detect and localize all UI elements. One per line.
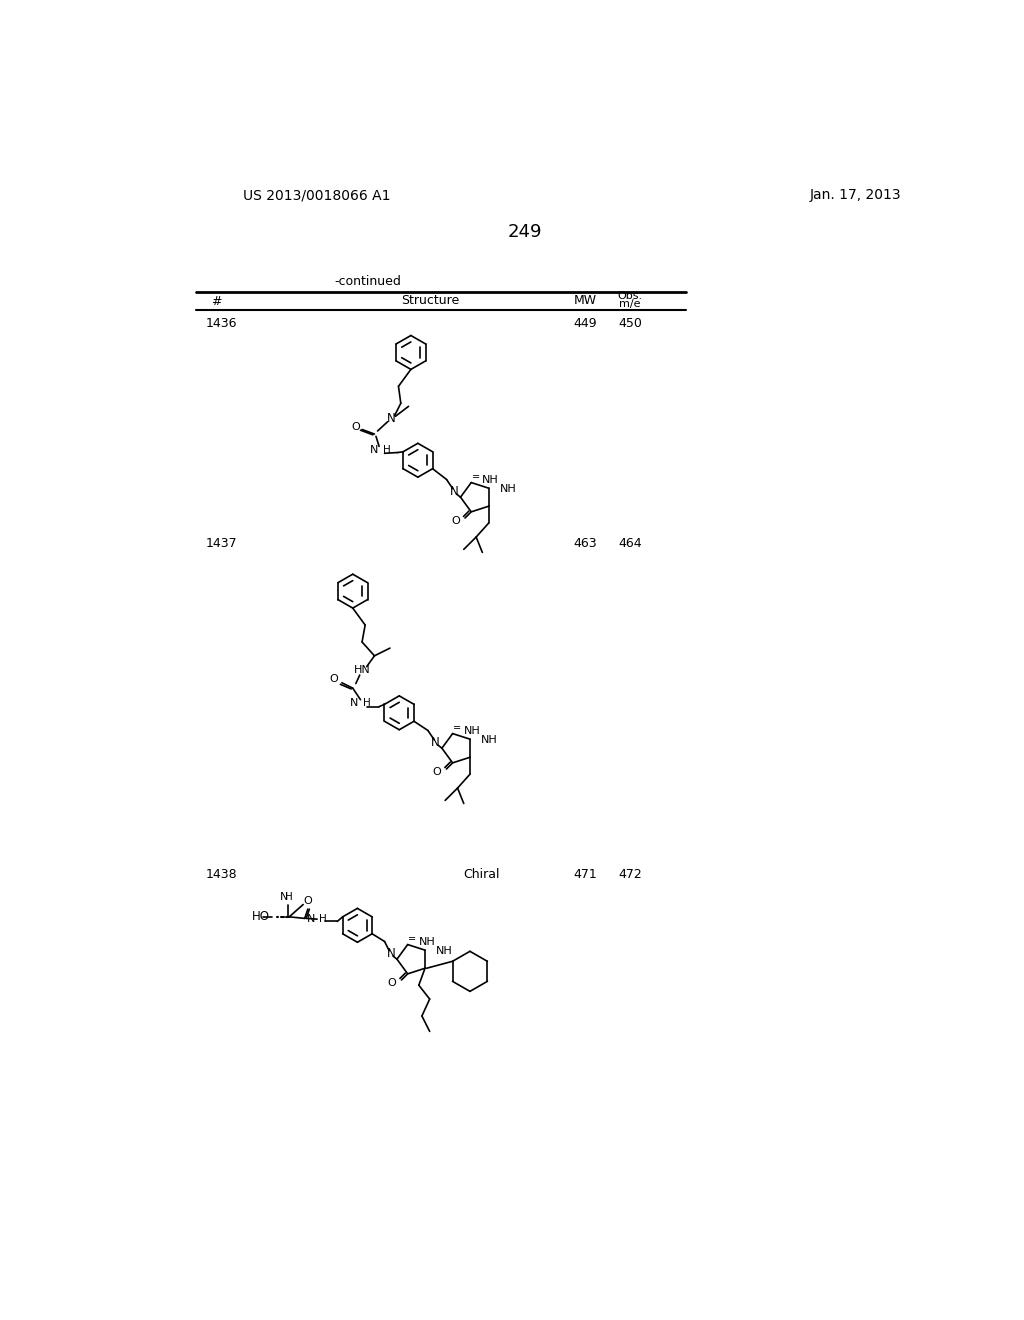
- Text: 463: 463: [573, 537, 597, 550]
- Text: O: O: [351, 422, 360, 432]
- Text: MW: MW: [573, 293, 597, 306]
- Text: #: #: [211, 296, 221, 308]
- Text: O: O: [388, 978, 396, 989]
- Text: Obs.: Obs.: [617, 292, 643, 301]
- Text: N: N: [280, 892, 288, 902]
- Text: O: O: [433, 767, 441, 777]
- Text: Structure: Structure: [401, 293, 460, 306]
- Text: m/e: m/e: [620, 298, 641, 309]
- Text: NH: NH: [482, 475, 499, 486]
- Text: 449: 449: [573, 317, 597, 330]
- Text: Chiral: Chiral: [463, 869, 500, 880]
- Text: 450: 450: [618, 317, 642, 330]
- Text: =: =: [409, 935, 417, 944]
- Text: H: H: [319, 915, 328, 924]
- Text: O: O: [330, 675, 339, 684]
- Text: HN: HN: [353, 665, 371, 675]
- Text: N: N: [350, 698, 358, 708]
- Text: N: N: [386, 946, 395, 960]
- Text: N: N: [450, 484, 459, 498]
- Text: NH: NH: [481, 735, 498, 744]
- Text: N: N: [387, 412, 396, 425]
- Text: 464: 464: [618, 537, 642, 550]
- Text: US 2013/0018066 A1: US 2013/0018066 A1: [243, 189, 390, 202]
- Text: NH: NH: [436, 946, 453, 956]
- Text: H: H: [383, 445, 391, 455]
- Text: NH: NH: [419, 937, 435, 948]
- Text: 472: 472: [618, 869, 642, 880]
- Text: H: H: [285, 892, 292, 902]
- Text: N: N: [370, 445, 378, 455]
- Text: N: N: [431, 735, 440, 748]
- Text: H: H: [362, 698, 371, 708]
- Text: -continued: -continued: [335, 275, 401, 288]
- Text: 1438: 1438: [206, 869, 238, 880]
- Text: NH: NH: [464, 726, 480, 737]
- Text: HO: HO: [252, 911, 270, 924]
- Text: =: =: [472, 473, 480, 482]
- Text: 471: 471: [573, 869, 597, 880]
- Text: =: =: [454, 723, 462, 733]
- Text: 249: 249: [508, 223, 542, 240]
- Text: NH: NH: [500, 484, 516, 494]
- Text: 1436: 1436: [206, 317, 237, 330]
- Text: 1437: 1437: [206, 537, 238, 550]
- Text: O: O: [303, 896, 312, 907]
- Text: N: N: [306, 915, 314, 924]
- Text: Jan. 17, 2013: Jan. 17, 2013: [810, 189, 901, 202]
- Text: O: O: [452, 516, 460, 527]
